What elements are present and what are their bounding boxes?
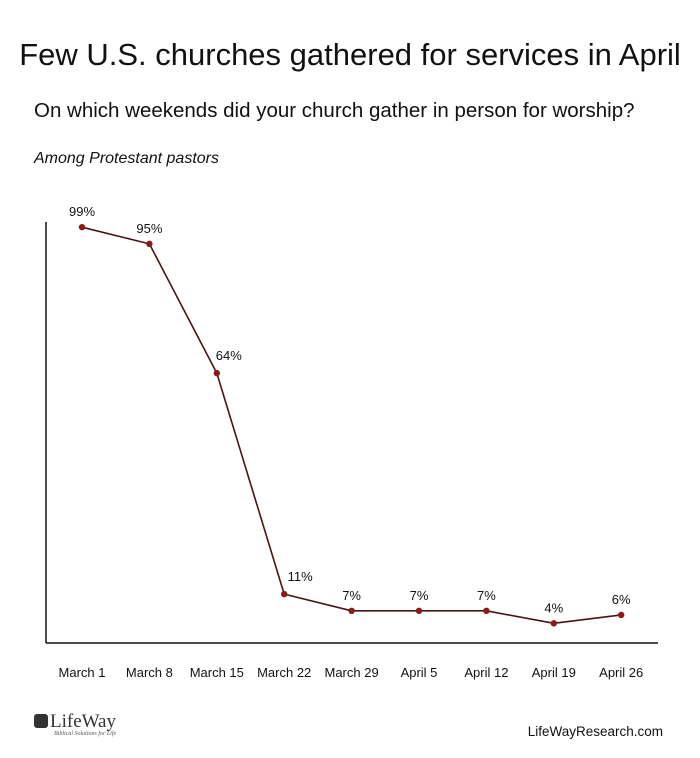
- lifeway-logo-icon: [34, 714, 48, 728]
- x-tick-label: March 8: [126, 665, 173, 680]
- data-point: [415, 607, 423, 615]
- data-label: 64%: [216, 348, 242, 363]
- series-line-layer: [81, 226, 622, 625]
- x-tick-label: April 12: [464, 665, 508, 680]
- data-label: 7%: [477, 588, 496, 603]
- data-point: [213, 369, 220, 377]
- x-tick-label: March 22: [257, 665, 311, 680]
- data-label: 7%: [410, 588, 429, 603]
- data-label: 95%: [136, 221, 162, 236]
- series-line: [81, 226, 622, 625]
- chart-title: Few U.S. churches gathered for services …: [19, 37, 681, 72]
- data-point: [483, 607, 490, 615]
- chart-axes: [45, 222, 658, 644]
- x-tick-label: April 5: [401, 665, 438, 680]
- data-label: 4%: [544, 600, 563, 615]
- data-label: 11%: [288, 569, 313, 584]
- website-link[interactable]: LifeWayResearch.com: [527, 724, 663, 739]
- data-point: [348, 607, 355, 615]
- data-label: 7%: [342, 588, 361, 603]
- data-point: [281, 590, 288, 598]
- lifeway-logo: LifeWay Biblical Solutions for Life: [34, 712, 134, 738]
- sample-note: Among Protestant pastors: [34, 150, 219, 167]
- logo-tagline: Biblical Solutions for Life: [54, 731, 117, 737]
- data-point: [550, 620, 557, 627]
- x-tick-label: March 29: [324, 665, 378, 680]
- data-point: [618, 611, 625, 619]
- chart-subtitle: On which weekends did your church gather…: [34, 99, 635, 122]
- data-point: [146, 240, 153, 248]
- logo-text: LifeWay: [50, 711, 116, 732]
- data-label: 99%: [69, 204, 95, 219]
- x-tick-label: March 1: [59, 665, 106, 680]
- x-tick-label-layer: March 1 March 8 March 15 March 22 March 29 Ap…: [59, 665, 644, 680]
- line-chart: 99%95%64%11%7% 7% 7%4%6% March 1 March 8 Mar…: [45, 204, 658, 680]
- data-label: 6%: [612, 592, 631, 607]
- data-point: [78, 223, 86, 231]
- x-tick-label: March 15: [190, 665, 244, 680]
- data-point-layer: [78, 223, 625, 627]
- x-tick-label: April 19: [532, 665, 576, 680]
- data-label-layer: 99% 95% 64% 11% 7% 7% 7% 4% 6%: [69, 204, 631, 615]
- x-tick-label: April 26: [599, 665, 643, 680]
